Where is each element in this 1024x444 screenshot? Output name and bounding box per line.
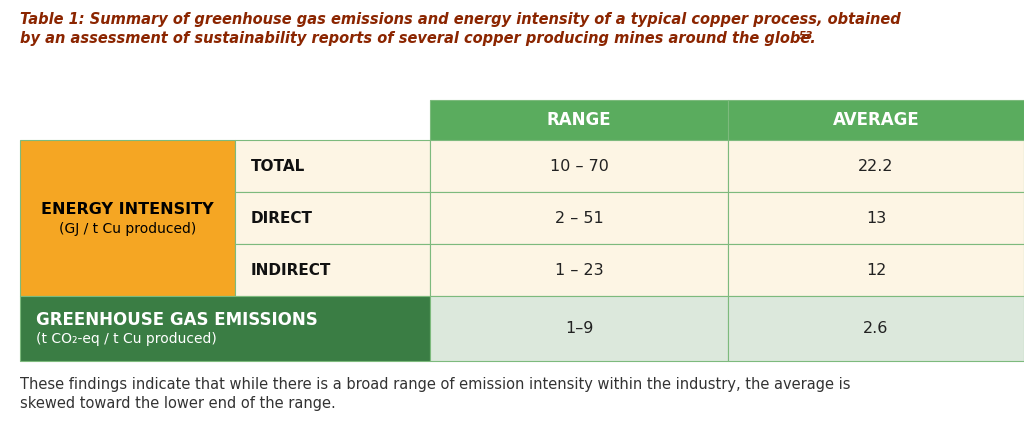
Text: INDIRECT: INDIRECT [251,262,332,278]
Text: RANGE: RANGE [547,111,611,129]
Bar [430,100,728,140]
Bar [728,296,1024,361]
Bar [728,100,1024,140]
Text: 2.6: 2.6 [863,321,889,336]
Bar [20,296,430,361]
Text: 2 – 51: 2 – 51 [555,210,603,226]
Text: Table 1: Summary of greenhouse gas emissions and energy intensity of a typical c: Table 1: Summary of greenhouse gas emiss… [20,12,901,27]
Text: skewed toward the lower end of the range.: skewed toward the lower end of the range… [20,396,336,411]
Text: (GJ / t Cu produced): (GJ / t Cu produced) [58,222,197,236]
Bar [234,140,430,192]
Bar [430,244,728,296]
Text: 13: 13 [866,210,886,226]
Text: (t CO₂-eq / t Cu produced): (t CO₂-eq / t Cu produced) [36,332,217,345]
Text: 1 – 23: 1 – 23 [555,262,603,278]
Text: 12: 12 [866,262,886,278]
Bar [430,192,728,244]
Text: ENERGY INTENSITY: ENERGY INTENSITY [41,202,214,217]
Bar [430,296,728,361]
Text: TOTAL: TOTAL [251,159,305,174]
Bar [728,244,1024,296]
Text: 53: 53 [799,31,813,41]
Bar [728,140,1024,192]
Text: These findings indicate that while there is a broad range of emission intensity : These findings indicate that while there… [20,377,851,392]
Text: 10 – 70: 10 – 70 [550,159,608,174]
Text: GREENHOUSE GAS EMISSIONS: GREENHOUSE GAS EMISSIONS [36,310,317,329]
Bar [728,192,1024,244]
Text: 1–9: 1–9 [565,321,593,336]
Bar [234,244,430,296]
Text: by an assessment of sustainability reports of several copper producing mines aro: by an assessment of sustainability repor… [20,31,816,46]
Bar [234,192,430,244]
Text: 22.2: 22.2 [858,159,894,174]
Text: AVERAGE: AVERAGE [833,111,920,129]
Bar [20,140,234,296]
Text: DIRECT: DIRECT [251,210,313,226]
Bar [430,140,728,192]
